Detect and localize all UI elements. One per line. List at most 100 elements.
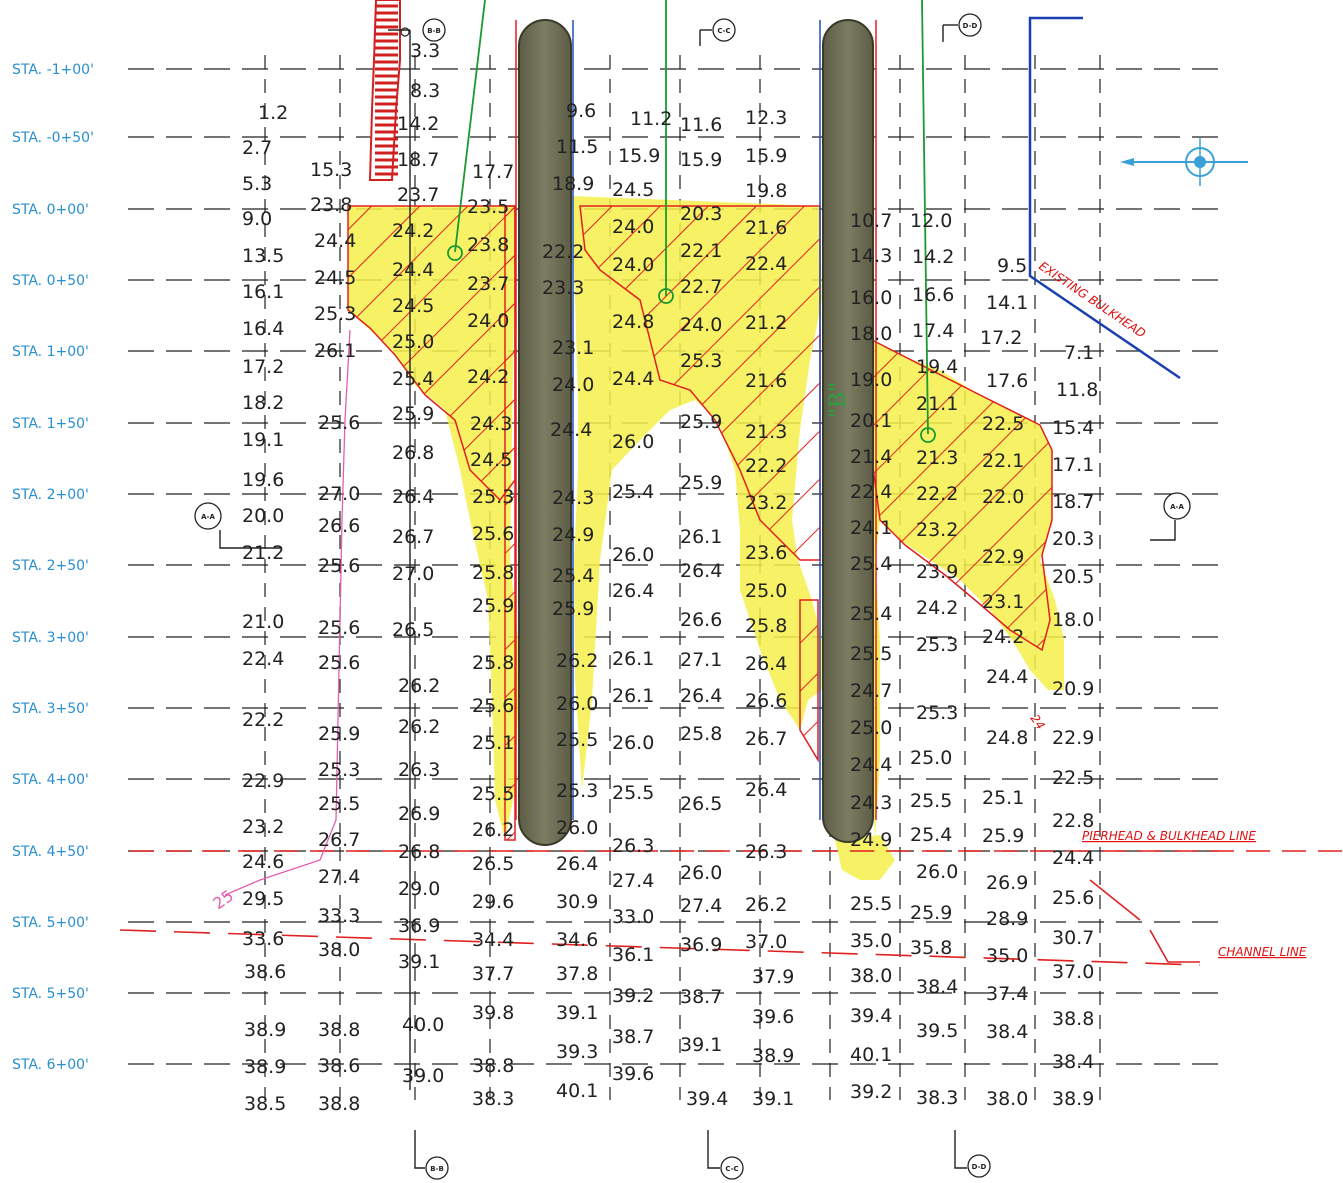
depth-sounding: 36.9 — [680, 934, 722, 956]
depth-sounding: 24.3 — [552, 487, 594, 509]
depth-sounding: 15.9 — [618, 145, 660, 167]
depth-sounding: 24.8 — [612, 311, 654, 333]
svg-text:A-A: A-A — [1170, 503, 1184, 511]
depth-sounding: 29.6 — [472, 891, 514, 913]
fender-structure — [368, 0, 410, 181]
depth-sounding: 35.0 — [986, 945, 1028, 967]
depth-sounding: 26.5 — [680, 793, 722, 815]
depth-sounding: 24.7 — [850, 680, 892, 702]
depth-sounding: 38.8 — [318, 1093, 360, 1115]
depth-sounding: 38.4 — [1052, 1051, 1094, 1073]
depth-sounding: 26.3 — [398, 759, 440, 781]
depth-sounding: 24.2 — [916, 597, 958, 619]
depth-sounding: 30.9 — [556, 891, 598, 913]
depth-sounding: 18.7 — [397, 149, 439, 171]
depth-sounding: 26.0 — [680, 862, 722, 884]
depth-sounding: 38.8 — [318, 1019, 360, 1041]
depth-sounding: 11.2 — [630, 108, 672, 130]
depth-sounding: 27.4 — [318, 866, 360, 888]
depth-sounding: 26.4 — [680, 560, 722, 582]
depth-sounding: 26.4 — [612, 580, 654, 602]
depth-sounding: 14.2 — [912, 246, 954, 268]
depth-sounding: 26.4 — [745, 653, 787, 675]
depth-sounding: 26.1 — [680, 526, 722, 548]
depth-sounding: 26.4 — [745, 779, 787, 801]
depth-sounding: 25.5 — [850, 643, 892, 665]
depth-sounding: 25.5 — [472, 783, 514, 805]
depth-sounding: 37.9 — [752, 966, 794, 988]
station-label: STA. 6+00' — [12, 1057, 89, 1073]
depth-sounding: 24.2 — [467, 366, 509, 388]
depth-sounding: 25.6 — [318, 617, 360, 639]
depth-sounding: 25.5 — [850, 893, 892, 915]
depth-sounding: 25.8 — [680, 723, 722, 745]
depth-sounding: 25.9 — [392, 403, 434, 425]
section-bb-bottom: B-B — [425, 1156, 449, 1180]
depth-sounding: 39.4 — [850, 1005, 892, 1027]
depth-sounding: 25.3 — [916, 702, 958, 724]
depth-sounding: 26.2 — [472, 819, 514, 841]
depth-sounding: 19.0 — [850, 369, 892, 391]
depth-sounding: 27.4 — [680, 895, 722, 917]
depth-sounding: 40.0 — [402, 1014, 444, 1036]
depth-sounding: 9.6 — [566, 100, 596, 122]
depth-sounding: 40.1 — [850, 1044, 892, 1066]
depth-sounding: 21.3 — [745, 421, 787, 443]
depth-sounding: 22.5 — [982, 413, 1024, 435]
depth-sounding: 16.0 — [850, 287, 892, 309]
depth-sounding: 22.9 — [1052, 727, 1094, 749]
depth-sounding: 35.8 — [910, 937, 952, 959]
depth-sounding: 22.8 — [1052, 810, 1094, 832]
depth-sounding: 28.9 — [986, 908, 1028, 930]
depth-sounding: 20.9 — [1052, 678, 1094, 700]
depth-sounding: 23.5 — [467, 196, 509, 218]
depth-sounding: 26.0 — [556, 817, 598, 839]
depth-sounding: 24.0 — [612, 254, 654, 276]
north-arrow-icon — [1120, 138, 1248, 186]
depth-sounding: 38.7 — [680, 986, 722, 1008]
green-marker-c — [658, 288, 674, 304]
station-label: STA. 2+00' — [12, 487, 89, 503]
depth-sounding: 39.8 — [472, 1002, 514, 1024]
pier-left — [518, 19, 572, 846]
depth-sounding: 23.1 — [982, 591, 1024, 613]
depth-sounding: 29.0 — [398, 878, 440, 900]
depth-sounding: 24.4 — [1052, 847, 1094, 869]
depth-sounding: 24.5 — [392, 295, 434, 317]
depth-sounding: 25.5 — [910, 790, 952, 812]
depth-sounding: 25.8 — [472, 652, 514, 674]
depth-sounding: 1.2 — [258, 102, 288, 124]
depth-sounding: 38.9 — [1052, 1088, 1094, 1110]
depth-sounding: 25.1 — [472, 732, 514, 754]
depth-sounding: 25.5 — [318, 793, 360, 815]
depth-sounding: 38.9 — [752, 1045, 794, 1067]
depth-sounding: 25.5 — [612, 782, 654, 804]
depth-sounding: 26.0 — [556, 693, 598, 715]
depth-sounding: 26.7 — [318, 829, 360, 851]
depth-sounding: 25.4 — [612, 481, 654, 503]
depth-sounding: 34.6 — [556, 929, 598, 951]
depth-sounding: 25.9 — [552, 598, 594, 620]
svg-text:D-D: D-D — [963, 22, 978, 30]
depth-sounding: 22.1 — [680, 240, 722, 262]
contour-25-label: 25 — [209, 886, 237, 913]
depth-sounding: 22.4 — [242, 648, 284, 670]
depth-sounding: 38.9 — [244, 1056, 286, 1078]
station-label: STA. 0+50' — [12, 273, 89, 289]
depth-sounding: 25.8 — [472, 562, 514, 584]
station-label: STA. 2+50' — [12, 558, 89, 574]
depth-sounding: 26.0 — [612, 732, 654, 754]
depth-sounding: 36.9 — [398, 915, 440, 937]
depth-sounding: 24.0 — [612, 216, 654, 238]
green-line-d — [921, 0, 929, 435]
existing-bulkhead: EXISTING BULKHEAD — [1028, 16, 1181, 380]
depth-sounding: 13.5 — [242, 245, 284, 267]
depth-sounding: 24.3 — [470, 413, 512, 435]
depth-sounding: 17.2 — [242, 356, 284, 378]
depth-sounding: 26.9 — [398, 803, 440, 825]
depth-sounding: 35.0 — [850, 930, 892, 952]
depth-sounding: 23.7 — [467, 273, 509, 295]
station-label: STA. 4+00' — [12, 772, 89, 788]
depth-sounding: 22.4 — [745, 253, 787, 275]
depth-sounding: 22.2 — [916, 483, 958, 505]
